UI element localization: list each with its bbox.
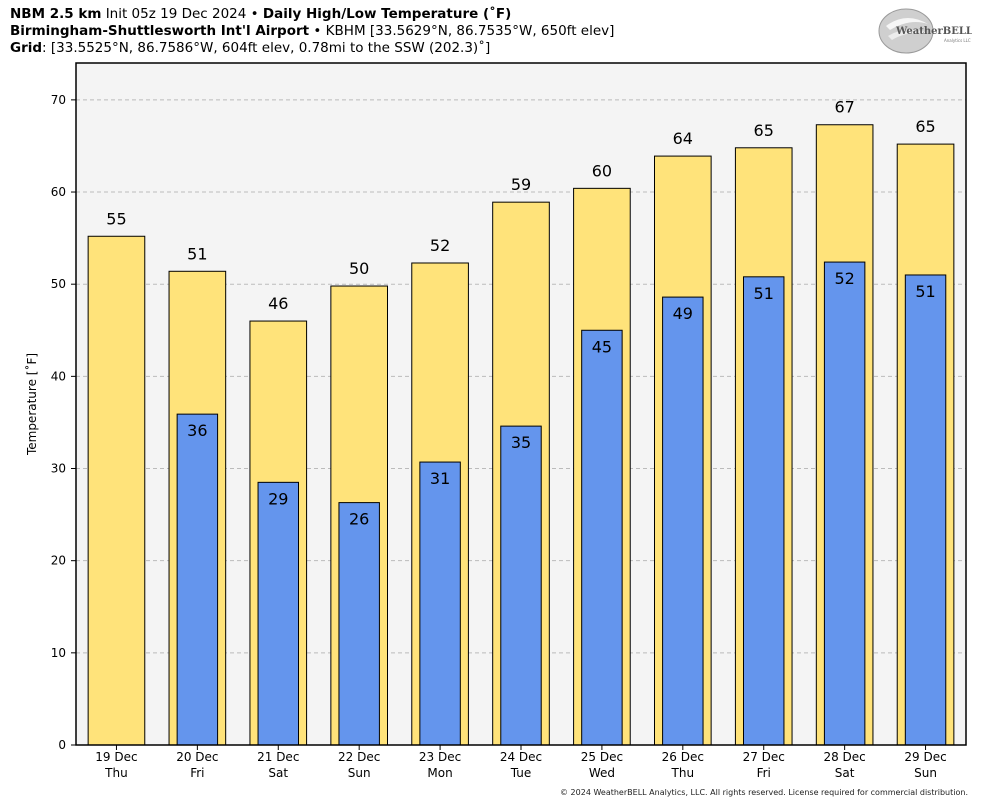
init-time: Init 05z 19 Dec 2024 <box>105 6 247 22</box>
y-axis-label: Temperature [˚F] <box>24 353 39 456</box>
high-value-label: 46 <box>268 294 288 313</box>
low-value-label: 51 <box>915 282 935 301</box>
low-bar <box>904 274 947 746</box>
high-value-label: 59 <box>511 175 531 194</box>
high-value-label: 50 <box>349 259 369 278</box>
x-tick-label-day: Sat <box>268 766 288 780</box>
low-value-label: 31 <box>430 469 450 488</box>
grid-label: Grid <box>10 40 43 56</box>
low-value-label: 49 <box>673 304 693 323</box>
model-name: NBM 2.5 km <box>10 6 102 22</box>
x-tick-label-date: 21 Dec <box>257 750 299 764</box>
y-tick-label: 70 <box>51 93 66 107</box>
y-tick-label: 0 <box>58 738 66 752</box>
separator: • <box>250 6 259 22</box>
low-bar <box>823 261 866 746</box>
logo-text: WeatherBELL <box>895 26 972 37</box>
y-tick-label: 20 <box>51 554 66 568</box>
y-tick-label: 60 <box>51 185 66 199</box>
x-tick-label-day: Fri <box>190 766 204 780</box>
low-bar <box>338 502 380 746</box>
x-tick-label-day: Thu <box>104 766 128 780</box>
x-tick-label-date: 27 Dec <box>743 750 785 764</box>
header-line-2: Birmingham-Shuttlesworth Int'l Airport •… <box>10 23 614 40</box>
low-value-label: 35 <box>511 433 531 452</box>
high-value-label: 65 <box>915 117 935 136</box>
high-value-label: 55 <box>106 209 126 228</box>
x-tick-label-day: Tue <box>510 766 532 780</box>
x-tick-label-day: Sat <box>835 766 855 780</box>
x-tick-label-date: 24 Dec <box>500 750 542 764</box>
low-value-label: 26 <box>349 510 369 529</box>
x-tick-label-date: 23 Dec <box>419 750 461 764</box>
low-bar <box>419 461 461 746</box>
station-name: Birmingham-Shuttlesworth Int'l Airport <box>10 23 310 39</box>
grid-info: : [33.5525°N, 86.7586°W, 604ft elev, 0.7… <box>42 40 491 56</box>
x-tick-label-date: 26 Dec <box>662 750 704 764</box>
header-line-1: NBM 2.5 km Init 05z 19 Dec 2024 • Daily … <box>10 6 511 23</box>
low-bar <box>257 481 299 746</box>
high-value-label: 51 <box>187 244 207 263</box>
y-tick-label: 40 <box>51 369 66 383</box>
product-title: Daily High/Low Temperature (˚F) <box>262 6 512 22</box>
x-tick-label-day: Wed <box>589 766 615 780</box>
low-bar <box>176 413 219 746</box>
low-bar <box>581 329 623 746</box>
x-tick-label-date: 22 Dec <box>338 750 380 764</box>
high-value-label: 52 <box>430 236 450 255</box>
x-tick-label-day: Fri <box>757 766 771 780</box>
weatherbell-logo: WeatherBELL Analytics LLC <box>878 8 972 54</box>
x-tick-label-date: 25 Dec <box>581 750 623 764</box>
y-tick-label: 50 <box>51 277 66 291</box>
x-tick-label-date: 19 Dec <box>95 750 137 764</box>
x-tick-label-day: Thu <box>671 766 695 780</box>
low-bar <box>500 425 542 746</box>
x-tick-label-day: Sun <box>914 766 937 780</box>
high-value-label: 60 <box>592 161 612 180</box>
x-tick-label-date: 28 Dec <box>823 750 865 764</box>
x-tick-label-date: 20 Dec <box>176 750 218 764</box>
low-value-label: 51 <box>754 284 774 303</box>
low-value-label: 36 <box>187 421 207 440</box>
y-tick-label: 10 <box>51 646 66 660</box>
high-value-label: 65 <box>754 121 774 140</box>
logo-subtext: Analytics LLC <box>944 38 971 43</box>
header-line-3: Grid: [33.5525°N, 86.7586°W, 604ft elev,… <box>10 40 490 57</box>
low-value-label: 45 <box>592 337 612 356</box>
low-value-label: 29 <box>268 489 288 508</box>
high-value-label: 64 <box>673 129 693 148</box>
x-tick-label-day: Mon <box>427 766 452 780</box>
low-value-label: 52 <box>834 269 854 288</box>
copyright-notice: © 2024 WeatherBELL Analytics, LLC. All r… <box>560 788 968 797</box>
separator: • <box>313 23 322 39</box>
y-tick-label: 30 <box>51 462 66 476</box>
x-tick-label-date: 29 Dec <box>904 750 946 764</box>
x-tick-label-day: Sun <box>348 766 371 780</box>
high-bar <box>87 235 146 746</box>
high-value-label: 67 <box>834 98 854 117</box>
station-info: KBHM [33.5629°N, 86.7535°W, 650ft elev] <box>325 23 615 39</box>
plot-frame <box>75 62 967 746</box>
low-bar <box>743 276 785 746</box>
low-bar <box>662 296 704 746</box>
